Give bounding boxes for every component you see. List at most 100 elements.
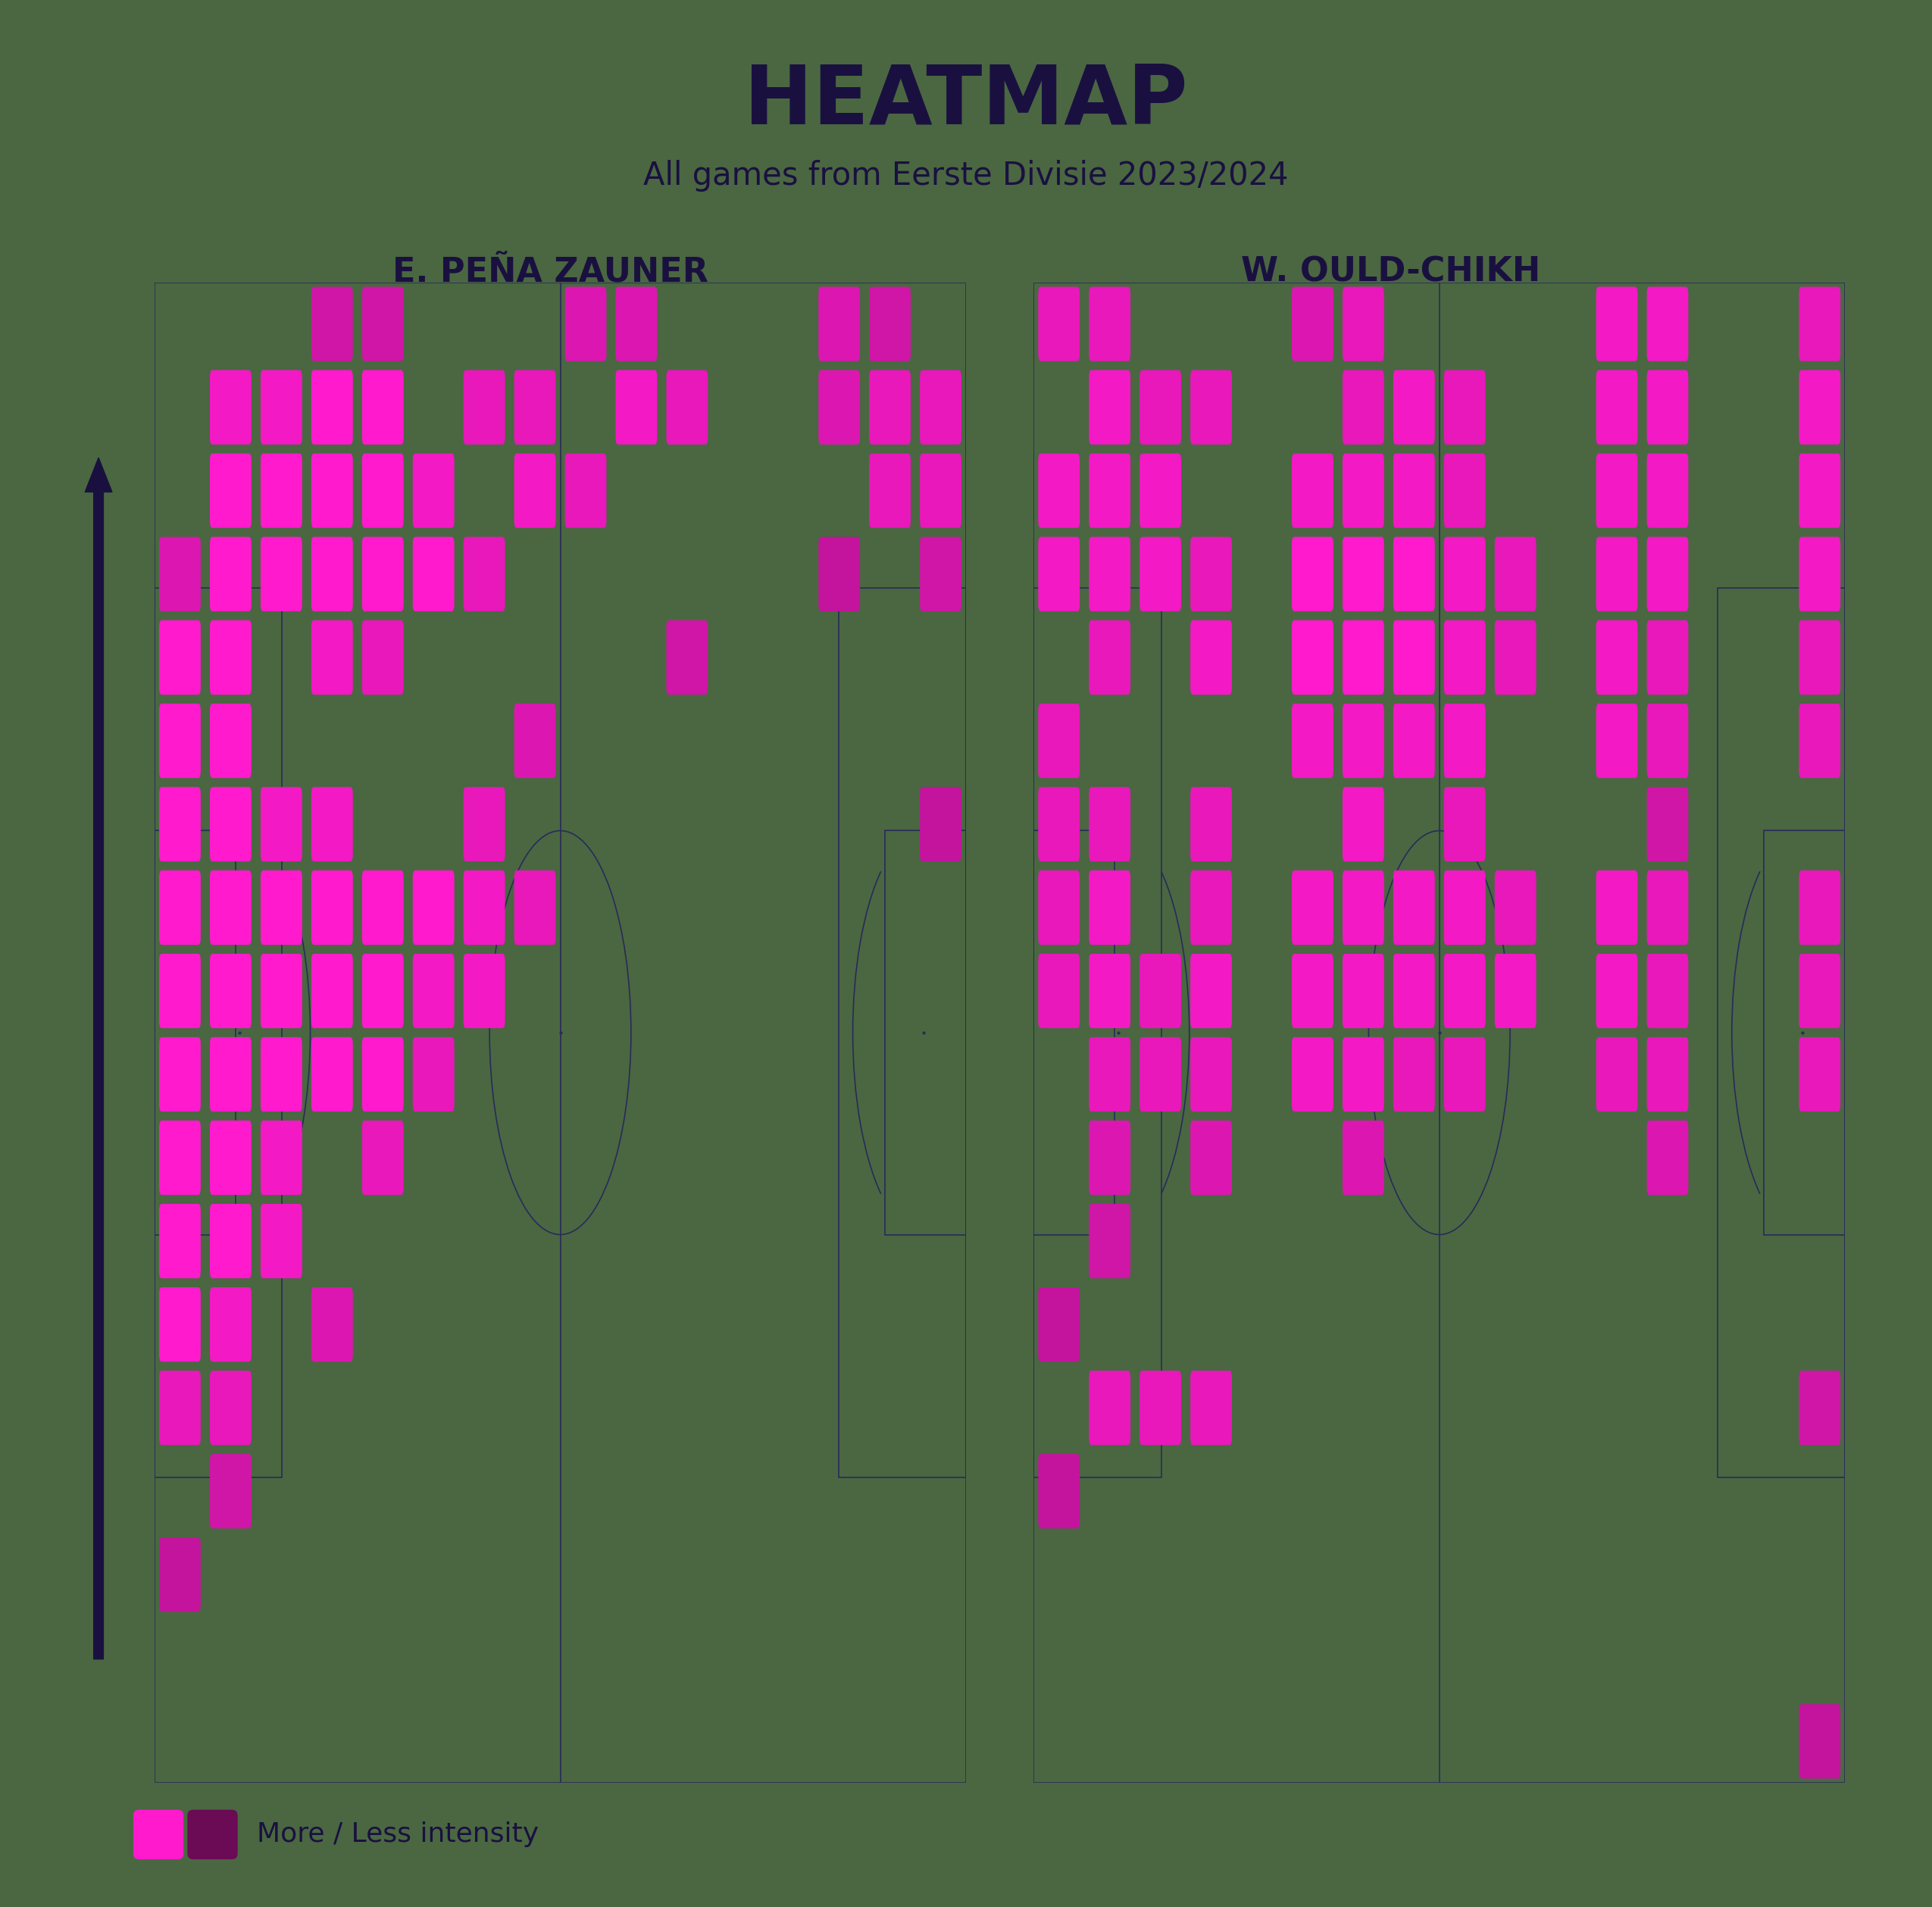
FancyBboxPatch shape xyxy=(1596,1037,1638,1112)
FancyBboxPatch shape xyxy=(1037,454,1080,528)
FancyBboxPatch shape xyxy=(869,454,910,528)
FancyBboxPatch shape xyxy=(1799,704,1841,778)
FancyBboxPatch shape xyxy=(261,1203,301,1278)
FancyBboxPatch shape xyxy=(667,370,707,444)
FancyBboxPatch shape xyxy=(1037,286,1080,360)
FancyBboxPatch shape xyxy=(1140,954,1180,1028)
FancyBboxPatch shape xyxy=(361,370,404,444)
FancyBboxPatch shape xyxy=(158,1037,201,1112)
FancyBboxPatch shape xyxy=(1646,620,1689,694)
FancyBboxPatch shape xyxy=(1343,954,1383,1028)
FancyBboxPatch shape xyxy=(211,1121,251,1196)
FancyBboxPatch shape xyxy=(261,954,301,1028)
FancyBboxPatch shape xyxy=(1393,538,1435,612)
Bar xyxy=(155,831,236,1234)
FancyBboxPatch shape xyxy=(464,370,504,444)
FancyBboxPatch shape xyxy=(1090,370,1130,444)
FancyBboxPatch shape xyxy=(1343,788,1383,862)
FancyBboxPatch shape xyxy=(564,286,607,360)
FancyBboxPatch shape xyxy=(1343,538,1383,612)
FancyBboxPatch shape xyxy=(1443,870,1486,944)
FancyBboxPatch shape xyxy=(311,788,354,862)
FancyBboxPatch shape xyxy=(413,870,454,944)
FancyBboxPatch shape xyxy=(1495,954,1536,1028)
FancyBboxPatch shape xyxy=(514,370,556,444)
FancyBboxPatch shape xyxy=(1090,620,1130,694)
FancyBboxPatch shape xyxy=(1190,1037,1233,1112)
Bar xyxy=(1718,587,1845,1478)
FancyBboxPatch shape xyxy=(1293,954,1333,1028)
FancyBboxPatch shape xyxy=(361,286,404,360)
FancyBboxPatch shape xyxy=(158,1203,201,1278)
Bar xyxy=(1034,587,1161,1478)
FancyBboxPatch shape xyxy=(1037,704,1080,778)
FancyBboxPatch shape xyxy=(158,870,201,944)
FancyBboxPatch shape xyxy=(869,370,910,444)
FancyBboxPatch shape xyxy=(1190,620,1233,694)
FancyBboxPatch shape xyxy=(464,788,504,862)
FancyBboxPatch shape xyxy=(1596,538,1638,612)
FancyBboxPatch shape xyxy=(1596,870,1638,944)
FancyBboxPatch shape xyxy=(1293,620,1333,694)
FancyBboxPatch shape xyxy=(1596,454,1638,528)
FancyBboxPatch shape xyxy=(1495,538,1536,612)
FancyBboxPatch shape xyxy=(1443,954,1486,1028)
FancyBboxPatch shape xyxy=(413,1037,454,1112)
FancyBboxPatch shape xyxy=(261,454,301,528)
FancyBboxPatch shape xyxy=(158,1287,201,1362)
FancyBboxPatch shape xyxy=(1646,538,1689,612)
FancyBboxPatch shape xyxy=(211,1453,251,1528)
FancyBboxPatch shape xyxy=(158,538,201,612)
FancyBboxPatch shape xyxy=(361,870,404,944)
FancyBboxPatch shape xyxy=(311,538,354,612)
FancyBboxPatch shape xyxy=(1037,954,1080,1028)
FancyBboxPatch shape xyxy=(1343,1121,1383,1196)
FancyBboxPatch shape xyxy=(1140,1037,1180,1112)
FancyBboxPatch shape xyxy=(413,954,454,1028)
FancyBboxPatch shape xyxy=(261,370,301,444)
FancyBboxPatch shape xyxy=(1443,788,1486,862)
FancyBboxPatch shape xyxy=(1495,620,1536,694)
FancyBboxPatch shape xyxy=(1495,870,1536,944)
FancyBboxPatch shape xyxy=(1799,1705,1841,1779)
FancyBboxPatch shape xyxy=(158,1371,201,1446)
FancyBboxPatch shape xyxy=(1799,370,1841,444)
Bar xyxy=(1764,831,1845,1234)
FancyBboxPatch shape xyxy=(1393,954,1435,1028)
FancyBboxPatch shape xyxy=(1090,286,1130,360)
FancyBboxPatch shape xyxy=(158,704,201,778)
FancyBboxPatch shape xyxy=(1190,788,1233,862)
FancyBboxPatch shape xyxy=(211,1203,251,1278)
FancyBboxPatch shape xyxy=(361,1121,404,1196)
FancyBboxPatch shape xyxy=(158,1537,201,1611)
Bar xyxy=(838,587,966,1478)
FancyBboxPatch shape xyxy=(211,1371,251,1446)
Bar xyxy=(155,587,282,1478)
FancyBboxPatch shape xyxy=(1646,704,1689,778)
FancyBboxPatch shape xyxy=(1443,454,1486,528)
FancyBboxPatch shape xyxy=(1090,1121,1130,1196)
FancyBboxPatch shape xyxy=(1190,370,1233,444)
FancyBboxPatch shape xyxy=(1037,538,1080,612)
FancyBboxPatch shape xyxy=(158,788,201,862)
FancyBboxPatch shape xyxy=(920,370,962,444)
FancyBboxPatch shape xyxy=(464,538,504,612)
FancyBboxPatch shape xyxy=(1799,538,1841,612)
FancyBboxPatch shape xyxy=(1090,788,1130,862)
FancyBboxPatch shape xyxy=(1037,1453,1080,1528)
FancyBboxPatch shape xyxy=(311,870,354,944)
FancyBboxPatch shape xyxy=(1799,454,1841,528)
FancyBboxPatch shape xyxy=(211,454,251,528)
Bar xyxy=(885,831,966,1234)
FancyBboxPatch shape xyxy=(1090,954,1130,1028)
FancyBboxPatch shape xyxy=(1343,370,1383,444)
FancyBboxPatch shape xyxy=(311,286,354,360)
FancyBboxPatch shape xyxy=(1343,620,1383,694)
FancyBboxPatch shape xyxy=(311,454,354,528)
FancyBboxPatch shape xyxy=(413,538,454,612)
FancyBboxPatch shape xyxy=(1293,704,1333,778)
Text: W. OULD-CHIKH: W. OULD-CHIKH xyxy=(1240,256,1542,288)
FancyBboxPatch shape xyxy=(311,1287,354,1362)
FancyBboxPatch shape xyxy=(1293,454,1333,528)
FancyBboxPatch shape xyxy=(261,1121,301,1196)
